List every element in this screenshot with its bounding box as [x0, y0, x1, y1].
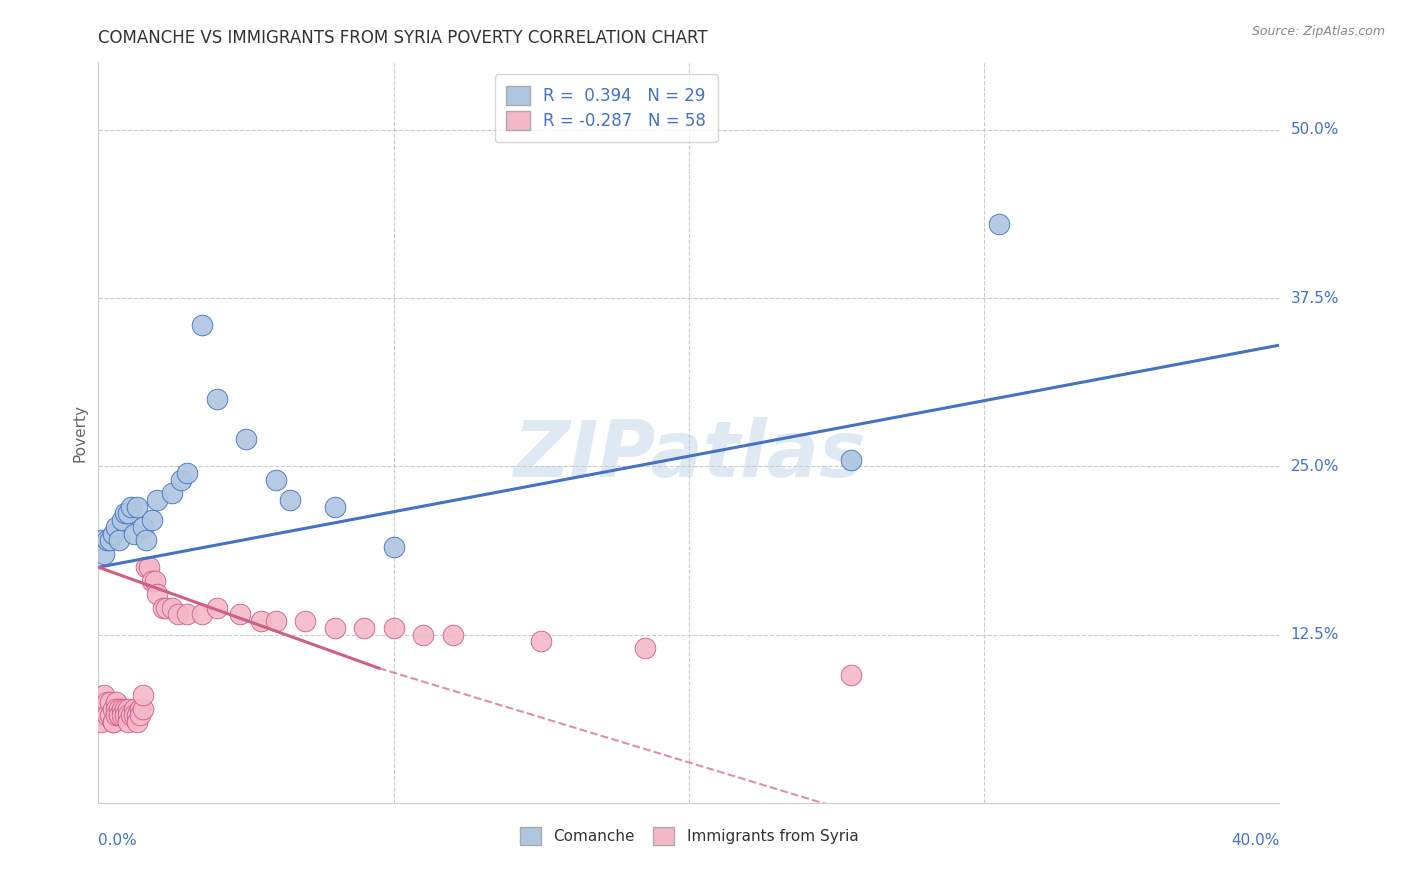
Point — [122, 526, 145, 541]
Text: ZIPatlas: ZIPatlas — [513, 417, 865, 493]
Point — [162, 486, 183, 500]
Text: 40.0%: 40.0% — [1232, 833, 1279, 848]
Point — [96, 695, 118, 709]
Point — [323, 500, 346, 514]
Point — [108, 701, 131, 715]
Point — [128, 701, 150, 715]
Point — [988, 217, 1011, 231]
Point — [120, 708, 142, 723]
Point — [170, 473, 193, 487]
Point — [167, 607, 190, 622]
Point — [143, 574, 166, 588]
Point — [96, 533, 118, 548]
Point — [441, 627, 464, 641]
Point — [105, 708, 128, 723]
Point — [141, 574, 163, 588]
Point — [122, 701, 145, 715]
Point — [135, 560, 157, 574]
Point — [138, 560, 160, 574]
Point — [90, 701, 112, 715]
Point — [264, 614, 287, 628]
Point — [103, 701, 125, 715]
Point — [132, 688, 155, 702]
Point — [90, 533, 112, 548]
Text: COMANCHE VS IMMIGRANTS FROM SYRIA POVERTY CORRELATION CHART: COMANCHE VS IMMIGRANTS FROM SYRIA POVERT… — [98, 29, 709, 47]
Text: Source: ZipAtlas.com: Source: ZipAtlas.com — [1251, 25, 1385, 38]
Text: 50.0%: 50.0% — [1291, 122, 1339, 137]
Point — [105, 520, 128, 534]
Point — [114, 701, 136, 715]
Point — [382, 540, 405, 554]
Point — [98, 708, 121, 723]
Legend: Comanche, Immigrants from Syria: Comanche, Immigrants from Syria — [513, 821, 865, 851]
Point — [132, 701, 155, 715]
Point — [264, 473, 287, 487]
Point — [634, 640, 657, 655]
Text: 0.0%: 0.0% — [98, 833, 138, 848]
Point — [98, 695, 121, 709]
Point — [205, 392, 228, 406]
Point — [841, 452, 863, 467]
Point — [323, 621, 346, 635]
Point — [117, 708, 139, 723]
Point — [162, 600, 183, 615]
Point — [105, 701, 128, 715]
Point — [125, 714, 148, 729]
Y-axis label: Poverty: Poverty — [72, 403, 87, 462]
Point — [90, 714, 112, 729]
Text: 25.0%: 25.0% — [1291, 458, 1339, 474]
Point — [530, 634, 553, 648]
Point — [122, 708, 145, 723]
Point — [93, 688, 115, 702]
Point — [108, 533, 131, 548]
Point — [105, 695, 128, 709]
Point — [280, 492, 302, 507]
Point — [191, 318, 214, 332]
Point — [108, 708, 131, 723]
Point — [103, 714, 125, 729]
Point — [117, 507, 139, 521]
Point — [125, 708, 148, 723]
Text: 37.5%: 37.5% — [1291, 291, 1339, 305]
Point — [294, 614, 316, 628]
Point — [146, 587, 169, 601]
Point — [141, 513, 163, 527]
Point — [229, 607, 252, 622]
Point — [155, 600, 177, 615]
Point — [117, 714, 139, 729]
Point — [125, 500, 148, 514]
Point — [146, 492, 169, 507]
Point — [111, 701, 134, 715]
Point — [90, 708, 112, 723]
Point — [353, 621, 375, 635]
Point — [412, 627, 434, 641]
Point — [98, 533, 121, 548]
Point — [103, 526, 125, 541]
Point — [111, 513, 134, 527]
Point — [235, 433, 257, 447]
Point — [120, 500, 142, 514]
Point — [841, 668, 863, 682]
Point — [152, 600, 174, 615]
Point — [191, 607, 214, 622]
Point — [117, 701, 139, 715]
Point — [250, 614, 273, 628]
Point — [132, 520, 155, 534]
Point — [128, 708, 150, 723]
Point — [93, 547, 115, 561]
Point — [114, 507, 136, 521]
Point — [111, 708, 134, 723]
Point — [176, 607, 198, 622]
Point — [176, 466, 198, 480]
Point — [96, 708, 118, 723]
Point — [205, 600, 228, 615]
Point — [382, 621, 405, 635]
Point — [108, 708, 131, 723]
Point — [114, 708, 136, 723]
Point — [103, 714, 125, 729]
Point — [135, 533, 157, 548]
Point — [93, 701, 115, 715]
Text: 12.5%: 12.5% — [1291, 627, 1339, 642]
